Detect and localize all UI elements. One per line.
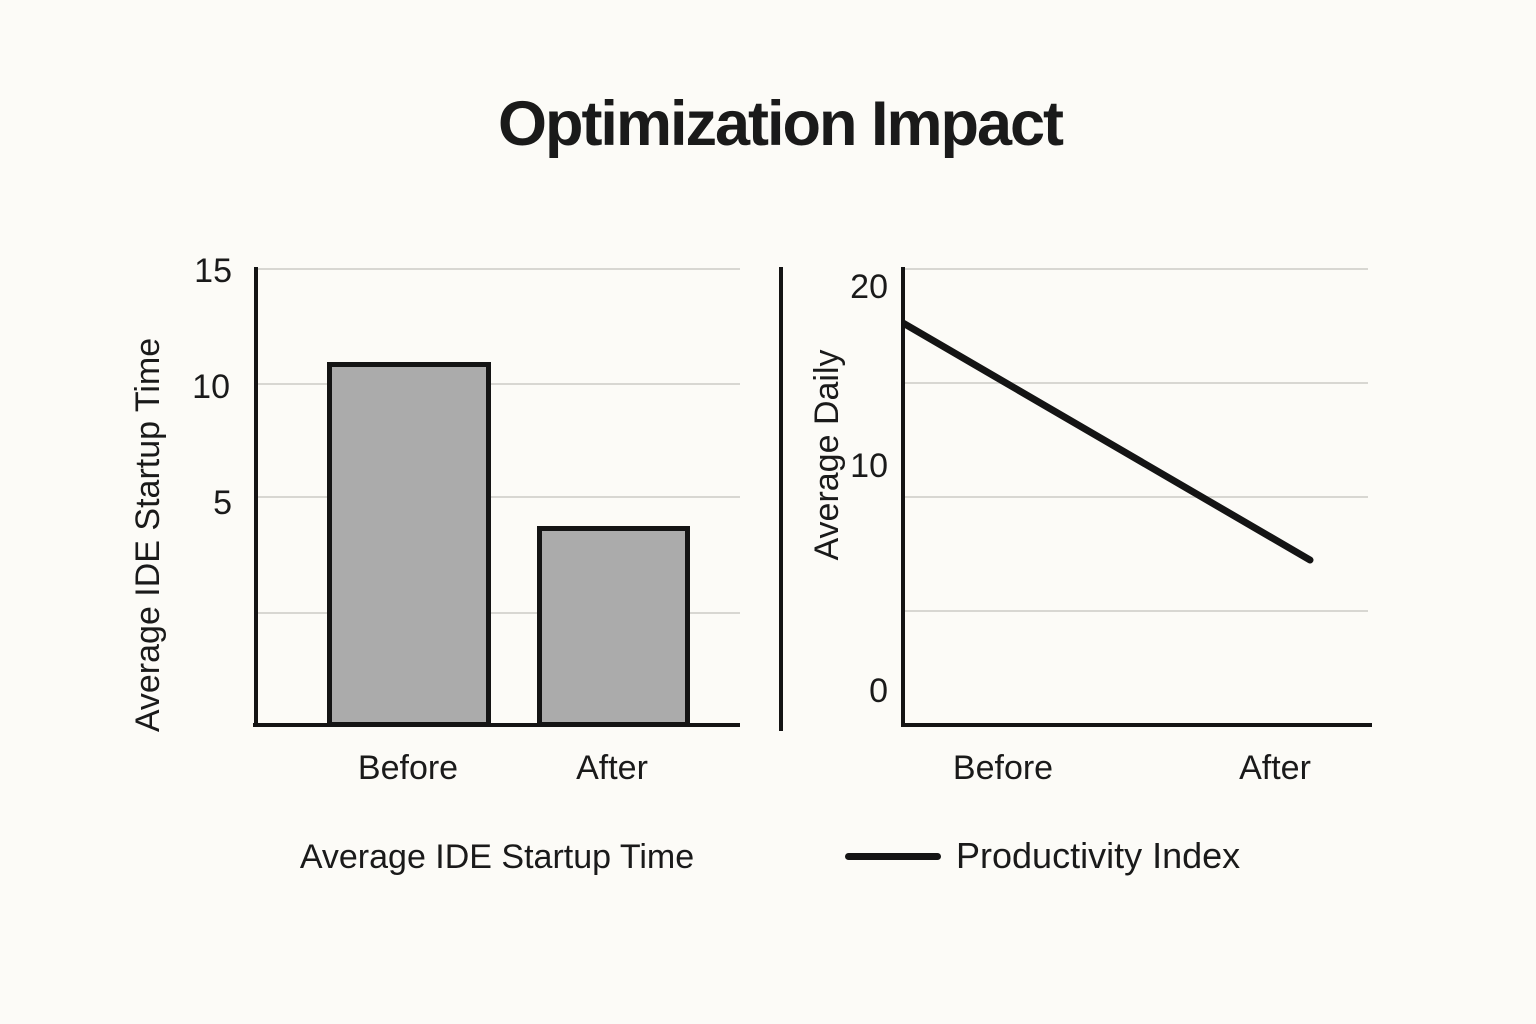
line-gridline-20: [903, 268, 1368, 270]
bar-ytick-5: 5: [213, 484, 232, 522]
bar-gridline-5: [257, 496, 740, 498]
bar-gridline-15: [257, 268, 740, 270]
bar-gridline-0: [257, 612, 740, 614]
bar-chart-caption: Average IDE Startup Time: [299, 838, 695, 876]
line-xlabel-before: Before: [952, 749, 1054, 787]
line-xlabel-after: After: [1239, 749, 1311, 787]
legend: Productivity Index: [830, 828, 1330, 884]
line-x-axis: [901, 723, 1372, 727]
line-ytick-0: 0: [869, 672, 888, 710]
bar-y-axis: [254, 267, 258, 727]
bar-xlabel-after: After: [576, 749, 648, 787]
line-gridline-15: [903, 382, 1368, 384]
figure-title: Optimization Impact: [497, 89, 1064, 159]
bar-after: [537, 526, 690, 727]
bar-before: [327, 362, 491, 727]
legend-line-swatch: [845, 853, 941, 860]
bar-xlabel-before: Before: [357, 749, 459, 787]
bar-y-axis-title: Average IDE Startup Time: [129, 337, 167, 733]
bar-gridline-10: [257, 383, 740, 385]
line-gridline-5: [903, 610, 1368, 612]
bar-ytick-15: 15: [194, 252, 232, 290]
bar-ytick-10: 10: [192, 368, 230, 406]
line-gridline-10: [903, 496, 1368, 498]
line-y-axis: [901, 267, 905, 727]
panel-divider: [779, 267, 783, 731]
legend-label: Productivity Index: [956, 835, 1241, 876]
line-ytick-20: 20: [850, 268, 888, 306]
line-y-axis-title: Average Daily: [808, 349, 846, 561]
line-ytick-10: 10: [850, 447, 888, 485]
productivity-line: [901, 319, 1314, 564]
bar-x-axis: [253, 723, 740, 727]
